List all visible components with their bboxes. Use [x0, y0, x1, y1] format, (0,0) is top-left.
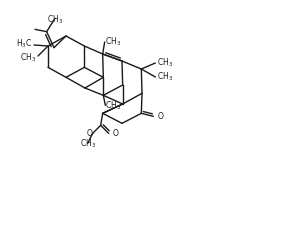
- Text: CH$_3$: CH$_3$: [157, 71, 173, 83]
- Text: CH$_3$: CH$_3$: [105, 36, 121, 48]
- Text: CH$_3$: CH$_3$: [105, 99, 122, 112]
- Text: CH$_3$: CH$_3$: [47, 14, 63, 26]
- Text: O: O: [113, 129, 118, 138]
- Text: H$_3$C: H$_3$C: [16, 38, 32, 50]
- Text: O: O: [157, 112, 163, 121]
- Text: CH$_3$: CH$_3$: [20, 52, 36, 64]
- Text: O: O: [87, 129, 93, 138]
- Text: CH$_3$: CH$_3$: [157, 57, 173, 69]
- Text: CH$_3$: CH$_3$: [79, 137, 96, 150]
